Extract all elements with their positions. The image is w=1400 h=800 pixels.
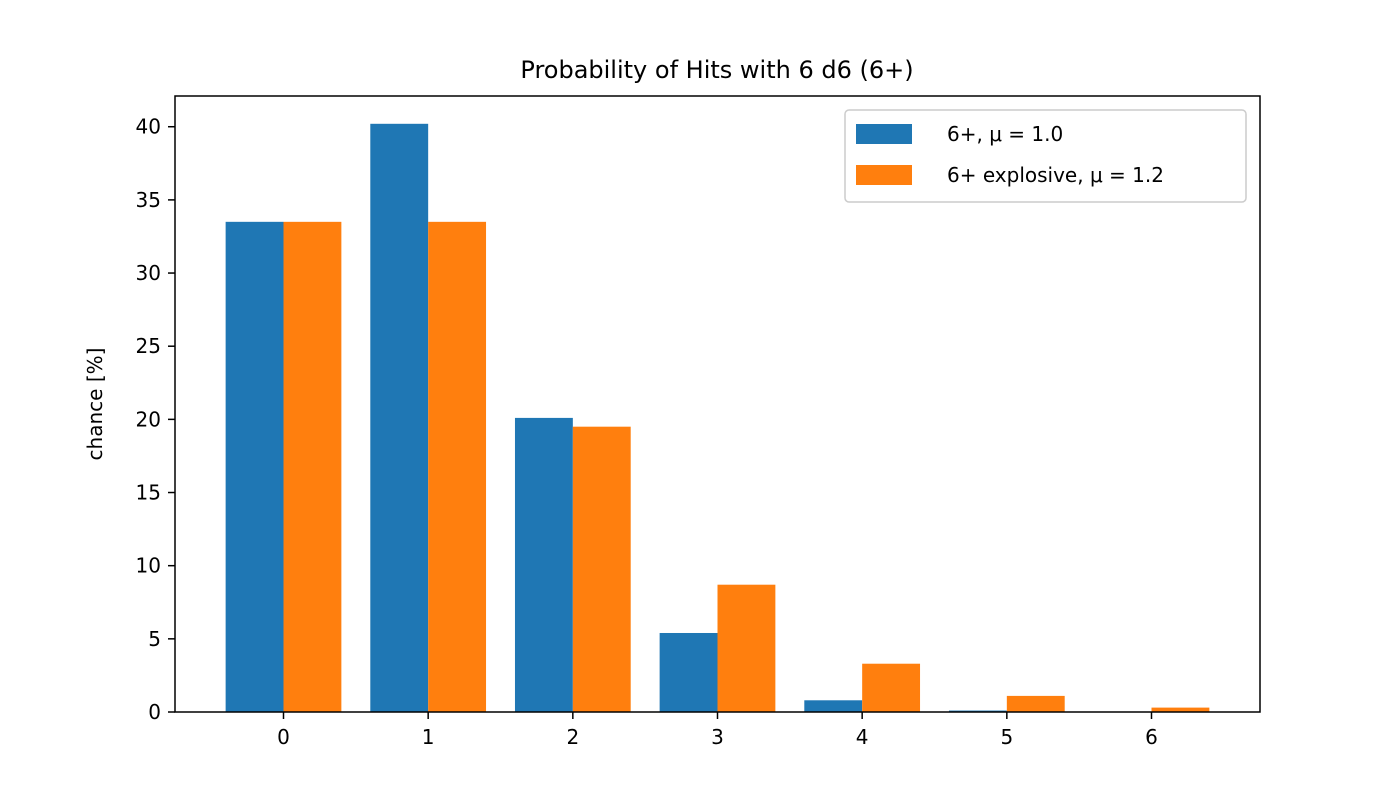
x-tick-label: 1	[422, 725, 435, 749]
x-tick-label: 2	[566, 725, 579, 749]
y-tick-label: 10	[136, 554, 161, 578]
legend-swatch	[856, 165, 912, 185]
bar	[428, 221, 487, 712]
x-tick-label: 5	[1000, 725, 1013, 749]
bar	[659, 632, 718, 712]
x-tick-label: 3	[711, 725, 724, 749]
bar	[370, 123, 429, 713]
series-1	[283, 221, 1210, 712]
bars	[225, 123, 1210, 713]
y-axis-ticks: 0 5 10 15 20 25 30 35 40	[136, 115, 175, 724]
y-tick-label: 25	[136, 334, 161, 358]
plot-frame	[174, 95, 1261, 713]
y-tick-label: 40	[136, 115, 161, 139]
bar	[862, 663, 921, 712]
bar	[804, 700, 863, 712]
bar	[717, 584, 776, 712]
y-tick-label: 5	[148, 627, 161, 651]
x-tick-label: 0	[277, 725, 290, 749]
bar	[572, 426, 631, 712]
bar	[1006, 695, 1065, 712]
x-tick-label: 4	[856, 725, 869, 749]
bar	[1151, 707, 1210, 712]
bar	[514, 417, 573, 712]
bar	[283, 221, 342, 712]
chart-title: Probability of Hits with 6 d6 (6+)	[520, 56, 913, 84]
legend-swatch	[856, 124, 912, 144]
legend-label: 6+, μ = 1.0	[947, 122, 1063, 146]
y-axis-label: chance [%]	[83, 348, 107, 461]
legend-label: 6+ explosive, μ = 1.2	[947, 163, 1164, 187]
series-0	[225, 123, 1007, 713]
bar	[225, 221, 284, 712]
y-tick-label: 20	[136, 407, 161, 431]
x-tick-label: 6	[1145, 725, 1158, 749]
x-axis-ticks: 0 1 2 3 4 5 6	[277, 712, 1158, 749]
legend: 6+, μ = 1.0 6+ explosive, μ = 1.2	[844, 109, 1247, 203]
legend-box	[844, 109, 1247, 203]
y-tick-label: 30	[136, 261, 161, 285]
y-tick-label: 35	[136, 188, 161, 212]
y-tick-label: 15	[136, 481, 161, 505]
y-tick-label: 0	[148, 700, 161, 724]
